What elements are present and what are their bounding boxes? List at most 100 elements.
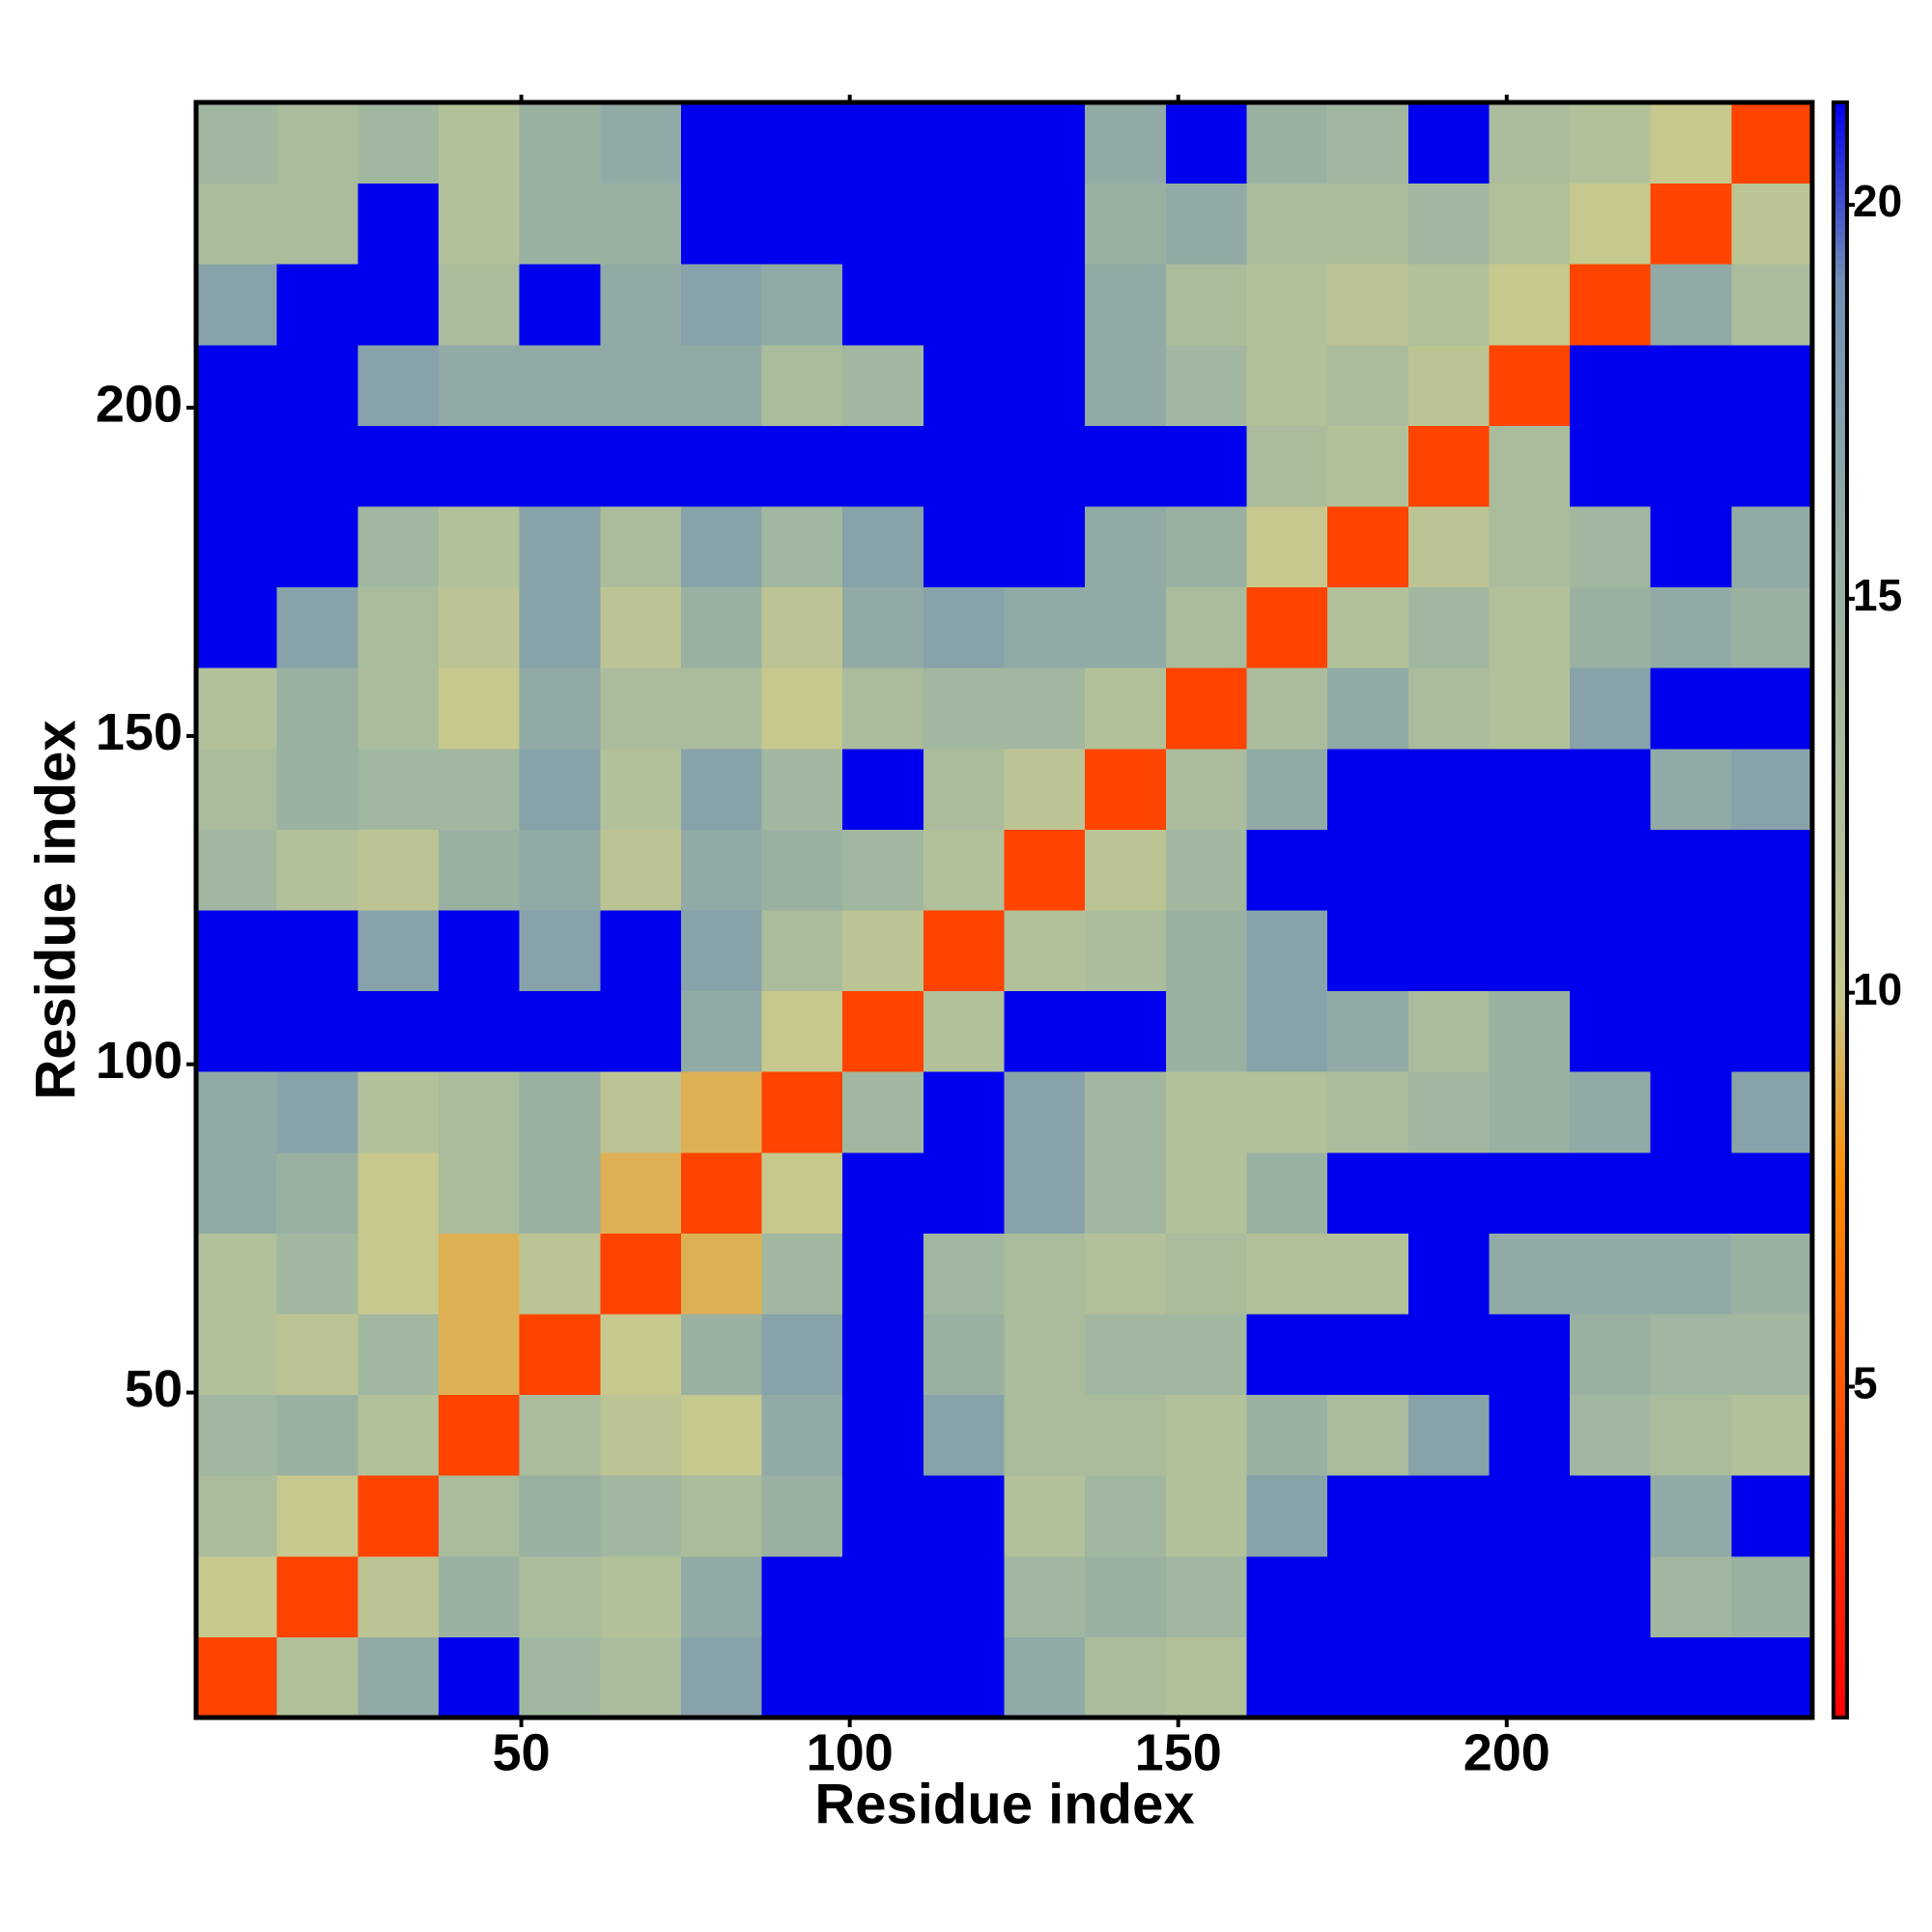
heatmap-cell [842,1314,924,1396]
colorbar-tick-label: 20 [1853,176,1902,226]
heatmap-cell [1085,1151,1167,1234]
heatmap-cell [1327,586,1409,668]
heatmap-cell [1165,1394,1247,1476]
heatmap-cell [600,1233,682,1315]
heatmap-cell [761,990,843,1072]
heatmap-cell [519,102,601,185]
heatmap-cell [1570,1636,1652,1719]
heatmap-cell [600,1314,682,1396]
heatmap-cell [1570,1233,1652,1315]
heatmap-cell [923,102,1005,185]
heatmap-cell [1246,425,1328,507]
heatmap-cell [196,425,278,507]
heatmap-cell [196,102,278,185]
heatmap-cell [842,1394,924,1476]
heatmap-cell [600,344,682,426]
heatmap-cell [438,183,521,265]
y-axis-title: Residue index [24,720,87,1099]
heatmap-cell [1650,1555,1732,1637]
heatmap-cell [842,102,924,185]
heatmap-cell [276,1475,358,1557]
heatmap-cell [1650,910,1732,992]
heatmap-cell [761,1151,843,1234]
heatmap-cell [1407,506,1490,588]
heatmap-cell [1650,748,1732,830]
heatmap-cell [1165,1071,1247,1153]
heatmap-cell [1731,1636,1813,1719]
heatmap-cell [438,668,521,750]
heatmap-cell [1489,506,1571,588]
heatmap-cell [923,1394,1005,1476]
heatmap-cell [519,748,601,830]
heatmap-cell [1165,586,1247,668]
heatmap-cell [357,1233,440,1315]
plot-frame [193,99,1815,1720]
heatmap-cell [357,586,440,668]
heatmap-cell [600,506,682,588]
heatmap-cell [196,910,278,992]
heatmap-cell [761,829,843,911]
heatmap-cell [842,1151,924,1234]
heatmap-cell [357,990,440,1072]
heatmap-cell [1085,344,1167,426]
heatmap-cell [680,344,763,426]
heatmap-cell [1570,829,1652,911]
heatmap-cell [1407,102,1490,185]
heatmap-cell [519,1555,601,1637]
heatmap-cell [438,344,521,426]
heatmap-cell [519,990,601,1072]
heatmap-cell [1731,1071,1813,1153]
heatmap-cell [842,425,924,507]
heatmap-cell [1489,1314,1571,1396]
heatmap-cell [1327,1475,1409,1557]
heatmap-cell [357,1475,440,1557]
heatmap-cell [1650,586,1732,668]
heatmap-cell [519,506,601,588]
heatmap-cell [438,1071,521,1153]
heatmap-cell [1246,183,1328,265]
heatmap-cell [1731,264,1813,346]
heatmap-cell [1085,910,1167,992]
heatmap-cell [761,1636,843,1719]
heatmap-cell [1004,1636,1086,1719]
heatmap-cell [438,1636,521,1719]
heatmap-cell [1570,668,1652,750]
heatmap-cell [1085,425,1167,507]
heatmap-cell [1085,668,1167,750]
heatmap-cell [519,1151,601,1234]
heatmap-cell [761,1314,843,1396]
heatmap-cell [438,425,521,507]
heatmap-cell [1489,1555,1571,1637]
colorbar-tick-label: 5 [1853,1358,1878,1408]
heatmap-cell [923,183,1005,265]
heatmap-cell [1165,1636,1247,1719]
heatmap-cell [1246,748,1328,830]
heatmap-cell [1407,748,1490,830]
heatmap-cell [1731,1233,1813,1315]
heatmap-cell [1731,1475,1813,1557]
heatmap-cell [357,829,440,911]
heatmap-cell [923,1233,1005,1315]
colorbar-tick-label: 15 [1853,570,1902,620]
heatmap-cell [1650,344,1732,426]
heatmap-cell [600,668,682,750]
heatmap-cell [519,829,601,911]
heatmap-cell [1650,990,1732,1072]
heatmap-cell [1489,1475,1571,1557]
heatmap-cell [1407,425,1490,507]
heatmap-cell [842,1636,924,1719]
heatmap-cell [196,1314,278,1396]
heatmap-cell [761,1233,843,1315]
heatmap-cell [1327,1233,1409,1315]
heatmap-cell [1570,1314,1652,1396]
heatmap-cell [923,506,1005,588]
heatmap-cell [357,748,440,830]
heatmap-cell [1327,102,1409,185]
heatmap-cell [1407,1233,1490,1315]
heatmap-cell [196,1636,278,1719]
heatmap-cell [761,344,843,426]
heatmap-cell [519,344,601,426]
heatmap-cell [1570,1555,1652,1637]
